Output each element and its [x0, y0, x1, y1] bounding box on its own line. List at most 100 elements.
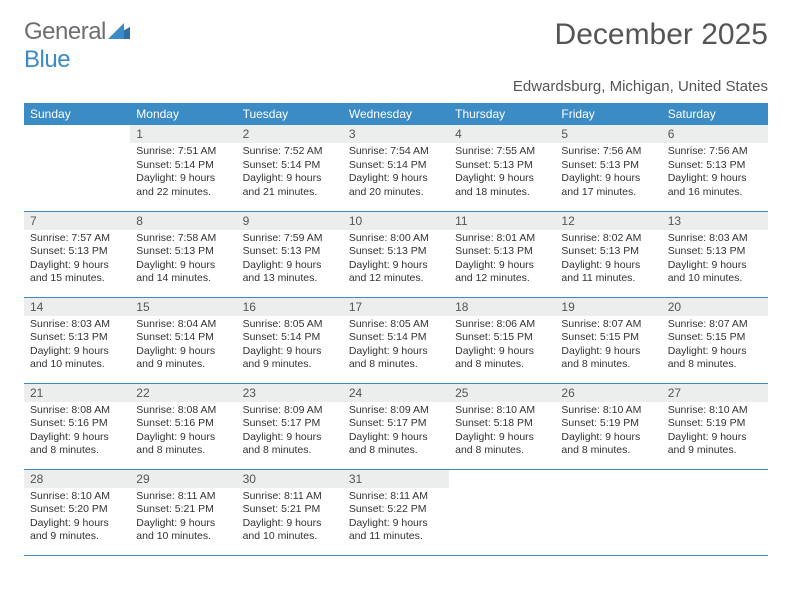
weekday-header: Monday [130, 103, 236, 125]
sunrise-line: Sunrise: 8:11 AM [349, 490, 443, 504]
header: General Blue December 2025 [24, 18, 768, 74]
sunrise-line: Sunrise: 8:11 AM [243, 490, 337, 504]
daylight-line: Daylight: 9 hours and 13 minutes. [243, 259, 337, 286]
day-details: Sunrise: 8:03 AMSunset: 5:13 PMDaylight:… [662, 230, 768, 291]
daylight-line: Daylight: 9 hours and 8 minutes. [561, 345, 655, 372]
weekday-header: Saturday [662, 103, 768, 125]
calendar-cell: 7 Sunrise: 7:57 AMSunset: 5:13 PMDaylight… [24, 211, 130, 297]
calendar-cell: 12Sunrise: 8:02 AMSunset: 5:13 PMDayligh… [555, 211, 661, 297]
sunset-line: Sunset: 5:21 PM [136, 503, 230, 517]
sunset-line: Sunset: 5:16 PM [30, 417, 124, 431]
calendar-week: 14Sunrise: 8:03 AMSunset: 5:13 PMDayligh… [24, 297, 768, 383]
daylight-line: Daylight: 9 hours and 17 minutes. [561, 172, 655, 199]
sunset-line: Sunset: 5:14 PM [349, 331, 443, 345]
calendar-cell: 15Sunrise: 8:04 AMSunset: 5:14 PMDayligh… [130, 297, 236, 383]
day-details: Sunrise: 8:08 AMSunset: 5:16 PMDaylight:… [130, 402, 236, 463]
day-number: 27 [662, 384, 768, 402]
day-details: Sunrise: 8:10 AMSunset: 5:18 PMDaylight:… [449, 402, 555, 463]
sunrise-line: Sunrise: 8:03 AM [30, 318, 124, 332]
daylight-line: Daylight: 9 hours and 20 minutes. [349, 172, 443, 199]
sunrise-line: Sunrise: 8:05 AM [243, 318, 337, 332]
sunset-line: Sunset: 5:20 PM [30, 503, 124, 517]
daylight-line: Daylight: 9 hours and 9 minutes. [243, 345, 337, 372]
day-details: Sunrise: 8:03 AMSunset: 5:13 PMDaylight:… [24, 316, 130, 377]
day-details: Sunrise: 7:52 AMSunset: 5:14 PMDaylight:… [237, 143, 343, 204]
logo-triangle-icon [108, 18, 130, 46]
day-number: 19 [555, 298, 661, 316]
day-details: Sunrise: 8:01 AMSunset: 5:13 PMDaylight:… [449, 230, 555, 291]
sunset-line: Sunset: 5:16 PM [136, 417, 230, 431]
sunrise-line: Sunrise: 7:56 AM [561, 145, 655, 159]
day-details: Sunrise: 8:09 AMSunset: 5:17 PMDaylight:… [343, 402, 449, 463]
day-details: Sunrise: 8:04 AMSunset: 5:14 PMDaylight:… [130, 316, 236, 377]
sunset-line: Sunset: 5:13 PM [30, 245, 124, 259]
sunset-line: Sunset: 5:17 PM [243, 417, 337, 431]
calendar-cell: 10Sunrise: 8:00 AMSunset: 5:13 PMDayligh… [343, 211, 449, 297]
sunset-line: Sunset: 5:13 PM [349, 245, 443, 259]
calendar-cell: 27Sunrise: 8:10 AMSunset: 5:19 PMDayligh… [662, 383, 768, 469]
sunset-line: Sunset: 5:14 PM [136, 331, 230, 345]
calendar-cell: 31Sunrise: 8:11 AMSunset: 5:22 PMDayligh… [343, 469, 449, 555]
day-details: Sunrise: 7:51 AMSunset: 5:14 PMDaylight:… [130, 143, 236, 204]
day-number: 14 [24, 298, 130, 316]
calendar-table: SundayMondayTuesdayWednesdayThursdayFrid… [24, 103, 768, 556]
calendar-cell: 2Sunrise: 7:52 AMSunset: 5:14 PMDaylight… [237, 125, 343, 211]
daylight-line: Daylight: 9 hours and 8 minutes. [561, 431, 655, 458]
day-number: 26 [555, 384, 661, 402]
day-number: 6 [662, 125, 768, 143]
day-number: 1 [130, 125, 236, 143]
sunrise-line: Sunrise: 8:08 AM [136, 404, 230, 418]
weekday-header: Tuesday [237, 103, 343, 125]
sunrise-line: Sunrise: 7:51 AM [136, 145, 230, 159]
calendar-cell: 28Sunrise: 8:10 AMSunset: 5:20 PMDayligh… [24, 469, 130, 555]
sunset-line: Sunset: 5:13 PM [136, 245, 230, 259]
day-details: Sunrise: 8:07 AMSunset: 5:15 PMDaylight:… [662, 316, 768, 377]
daylight-line: Daylight: 9 hours and 21 minutes. [243, 172, 337, 199]
day-number: 22 [130, 384, 236, 402]
sunset-line: Sunset: 5:15 PM [561, 331, 655, 345]
sunrise-line: Sunrise: 8:09 AM [243, 404, 337, 418]
day-details: Sunrise: 8:10 AMSunset: 5:19 PMDaylight:… [555, 402, 661, 463]
day-details: Sunrise: 7:55 AMSunset: 5:13 PMDaylight:… [449, 143, 555, 204]
day-number: 11 [449, 212, 555, 230]
calendar-cell [24, 125, 130, 211]
sunset-line: Sunset: 5:13 PM [455, 159, 549, 173]
day-number: 25 [449, 384, 555, 402]
daylight-line: Daylight: 9 hours and 8 minutes. [243, 431, 337, 458]
day-number: 23 [237, 384, 343, 402]
daylight-line: Daylight: 9 hours and 8 minutes. [349, 431, 443, 458]
day-number: 9 [237, 212, 343, 230]
calendar-cell: 4Sunrise: 7:55 AMSunset: 5:13 PMDaylight… [449, 125, 555, 211]
day-number: 7 [24, 212, 130, 230]
day-details: Sunrise: 8:06 AMSunset: 5:15 PMDaylight:… [449, 316, 555, 377]
logo-word1: General [24, 18, 106, 45]
daylight-line: Daylight: 9 hours and 12 minutes. [455, 259, 549, 286]
day-details: Sunrise: 7:56 AMSunset: 5:13 PMDaylight:… [662, 143, 768, 204]
weekday-header: Wednesday [343, 103, 449, 125]
day-details: Sunrise: 8:11 AMSunset: 5:21 PMDaylight:… [237, 488, 343, 549]
sunset-line: Sunset: 5:15 PM [668, 331, 762, 345]
logo-word2: Blue [24, 46, 70, 73]
calendar-cell: 8Sunrise: 7:58 AMSunset: 5:13 PMDaylight… [130, 211, 236, 297]
daylight-line: Daylight: 9 hours and 10 minutes. [243, 517, 337, 544]
day-number: 20 [662, 298, 768, 316]
sunrise-line: Sunrise: 7:57 AM [30, 232, 124, 246]
day-details: Sunrise: 8:05 AMSunset: 5:14 PMDaylight:… [237, 316, 343, 377]
daylight-line: Daylight: 9 hours and 14 minutes. [136, 259, 230, 286]
weekday-header: Sunday [24, 103, 130, 125]
sunrise-line: Sunrise: 8:07 AM [561, 318, 655, 332]
daylight-line: Daylight: 9 hours and 9 minutes. [30, 517, 124, 544]
day-number: 5 [555, 125, 661, 143]
sunrise-line: Sunrise: 7:55 AM [455, 145, 549, 159]
sunset-line: Sunset: 5:22 PM [349, 503, 443, 517]
sunset-line: Sunset: 5:13 PM [30, 331, 124, 345]
sunrise-line: Sunrise: 8:05 AM [349, 318, 443, 332]
day-number: 31 [343, 470, 449, 488]
calendar-cell: 30Sunrise: 8:11 AMSunset: 5:21 PMDayligh… [237, 469, 343, 555]
calendar-header: SundayMondayTuesdayWednesdayThursdayFrid… [24, 103, 768, 125]
calendar-cell: 18Sunrise: 8:06 AMSunset: 5:15 PMDayligh… [449, 297, 555, 383]
daylight-line: Daylight: 9 hours and 15 minutes. [30, 259, 124, 286]
sunset-line: Sunset: 5:13 PM [668, 245, 762, 259]
sunrise-line: Sunrise: 7:54 AM [349, 145, 443, 159]
sunrise-line: Sunrise: 8:00 AM [349, 232, 443, 246]
